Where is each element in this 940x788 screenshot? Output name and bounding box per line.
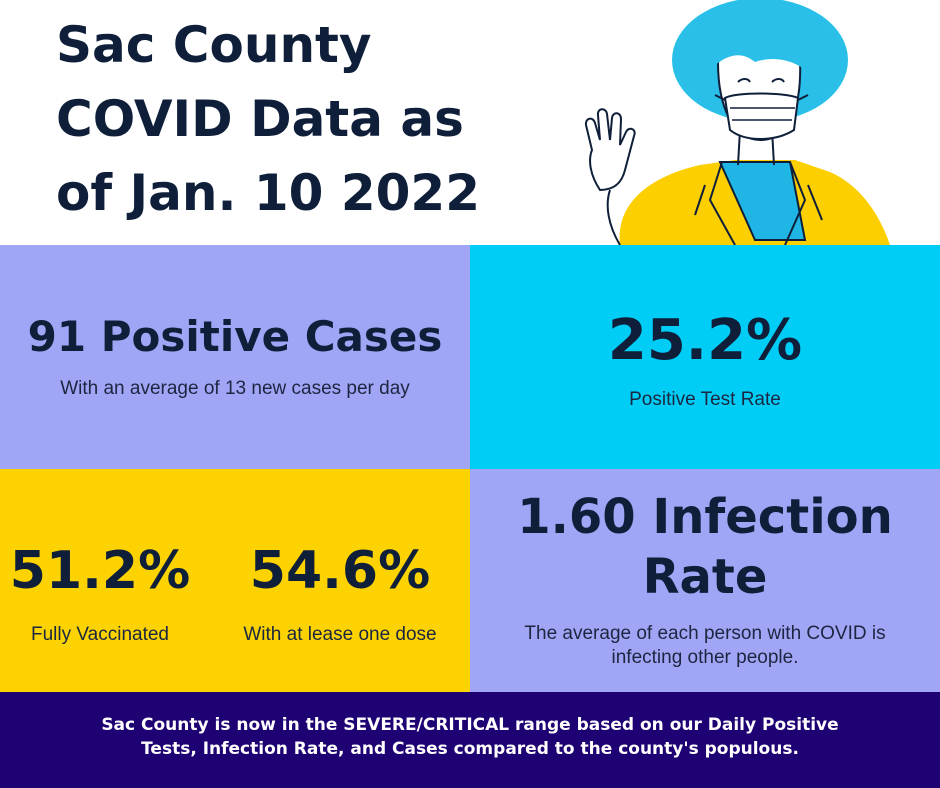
infection-rate-panel: 1.60 Infection Rate The average of each … [470,469,940,692]
vaccination-panel: 51.2% Fully Vaccinated 54.6% With at lea… [0,469,470,692]
one-dose-value: 54.6% [249,541,431,601]
infection-rate-headline-line-1: 1.60 Infection [517,489,893,545]
one-dose-label: With at lease one dose [243,624,437,645]
test-rate-value: 25.2% [607,308,803,373]
footer-line-1: Sac County is now in the SEVERE/CRITICAL… [101,715,839,735]
infection-rate-headline: 1.60 Infection Rate [470,487,940,607]
infection-rate-subtext: The average of each person with COVID is… [490,622,920,670]
footer-line-2: Tests, Infection Rate, and Cases compare… [141,739,799,759]
title-line-1: Sac County [56,16,372,74]
fully-vaccinated-value: 51.2% [9,541,191,601]
page-title: Sac County COVID Data as of Jan. 10 2022 [56,8,576,230]
fully-vaccinated-label: Fully Vaccinated [31,624,169,645]
severity-footer: Sac County is now in the SEVERE/CRITICAL… [0,692,940,788]
title-line-3: of Jan. 10 2022 [56,164,480,222]
test-rate-panel: 25.2% Positive Test Rate [470,245,940,469]
test-rate-label: Positive Test Rate [629,389,781,410]
positive-cases-headline: 91 Positive Cases [27,312,443,361]
infection-rate-subtext-line-1: The average of each person with COVID is [524,623,886,644]
infection-rate-subtext-line-2: infecting other people. [611,647,799,668]
positive-cases-panel: 91 Positive Cases With an average of 13 … [0,245,470,469]
positive-cases-subtext: With an average of 13 new cases per day [60,378,410,399]
masked-person-waving-icon [584,0,890,245]
title-line-2: COVID Data as [56,90,464,148]
infection-rate-headline-line-2: Rate [642,549,768,605]
